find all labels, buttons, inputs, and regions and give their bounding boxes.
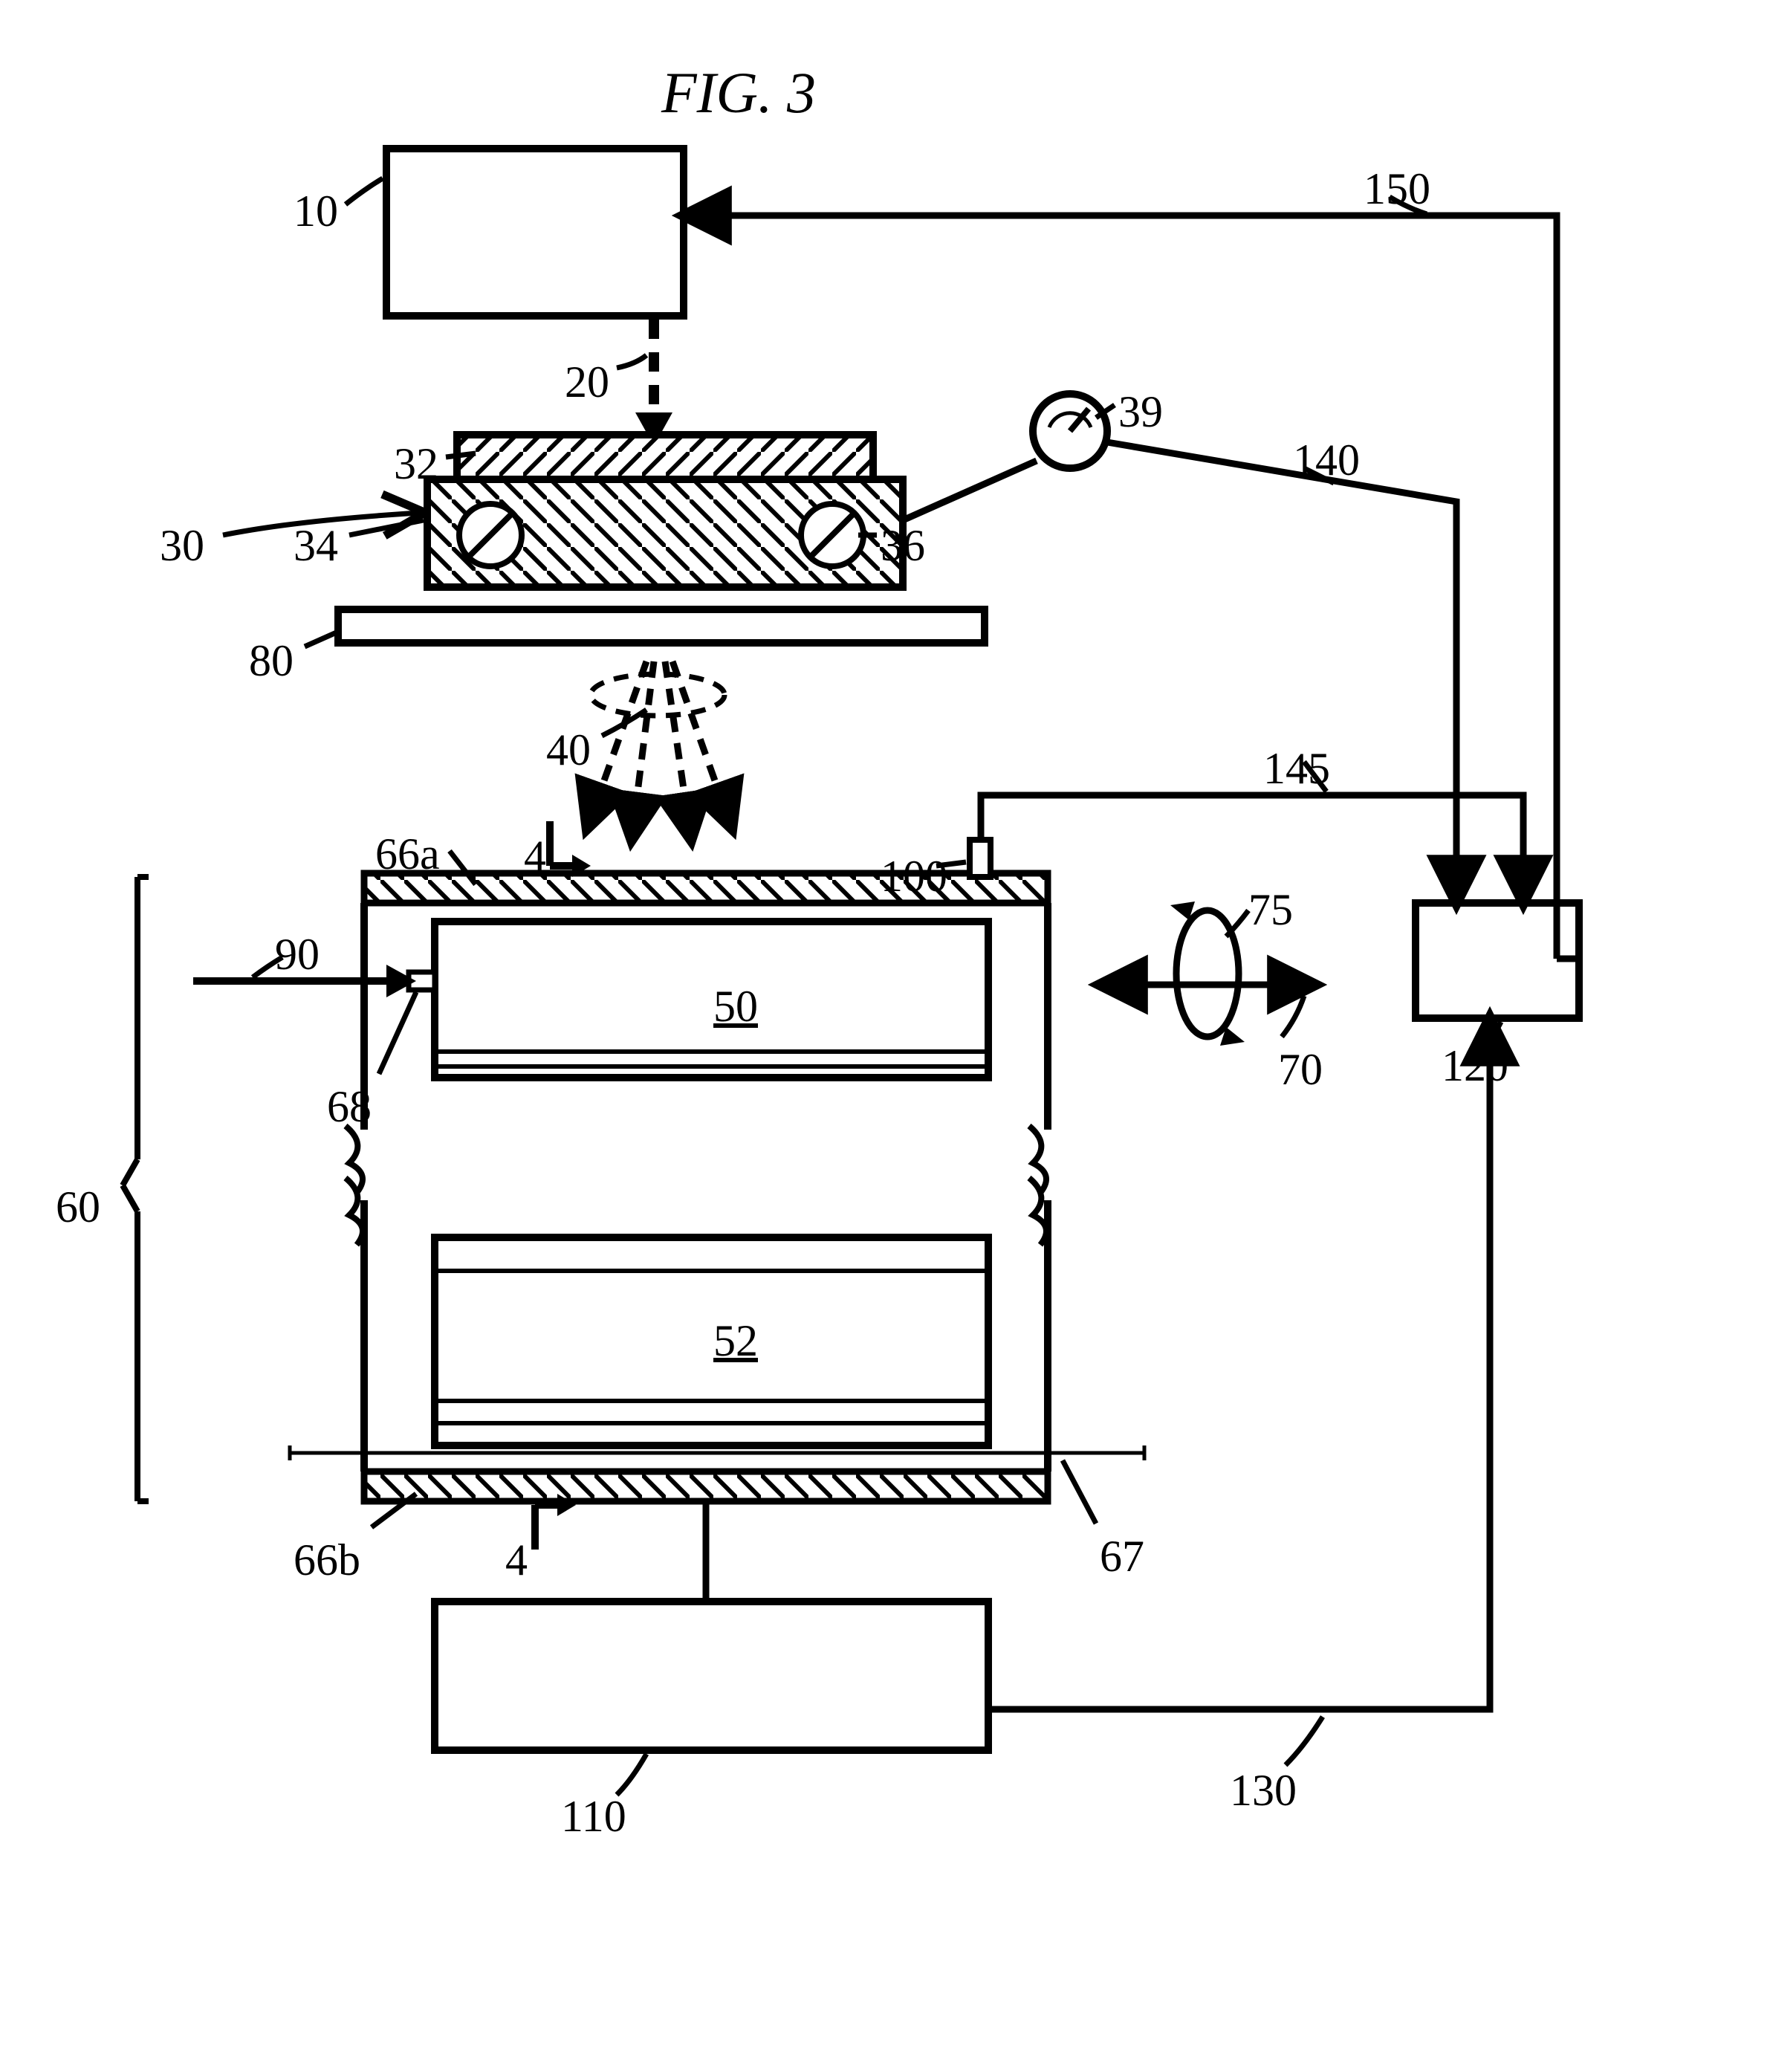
label-110: 110 bbox=[561, 1791, 626, 1842]
leader-32 bbox=[446, 453, 476, 457]
label-120: 120 bbox=[1442, 1040, 1508, 1092]
label-67: 67 bbox=[1100, 1531, 1144, 1582]
wire-140 bbox=[1107, 442, 1456, 903]
plate-80 bbox=[338, 609, 985, 643]
assembly-30 bbox=[427, 435, 903, 587]
label-60: 60 bbox=[56, 1182, 100, 1233]
label-75: 75 bbox=[1248, 884, 1293, 936]
leader-110 bbox=[617, 1754, 646, 1795]
leader-80 bbox=[305, 632, 338, 647]
label-4a: 4 bbox=[524, 831, 546, 882]
label-40: 40 bbox=[546, 725, 591, 776]
label-30: 30 bbox=[160, 520, 204, 572]
label-150: 150 bbox=[1364, 164, 1430, 215]
figure-diagram bbox=[0, 0, 1770, 2072]
leader-20 bbox=[617, 355, 646, 368]
label-130: 130 bbox=[1230, 1765, 1297, 1816]
section-4-bottom bbox=[535, 1494, 576, 1550]
section-4-top bbox=[550, 821, 591, 877]
sensor-100 bbox=[970, 840, 991, 877]
leader-67 bbox=[1063, 1460, 1096, 1524]
label-39: 39 bbox=[1118, 386, 1163, 438]
leader-70 bbox=[1282, 996, 1304, 1037]
label-145: 145 bbox=[1263, 743, 1330, 794]
bracket-60 bbox=[123, 877, 149, 1501]
leader-130 bbox=[1286, 1717, 1323, 1765]
label-140: 140 bbox=[1293, 435, 1360, 486]
wire-130 bbox=[988, 1018, 1490, 1709]
label-4b: 4 bbox=[505, 1535, 528, 1586]
label-90: 90 bbox=[275, 929, 320, 980]
label-68: 68 bbox=[327, 1081, 372, 1133]
label-34: 34 bbox=[294, 520, 338, 572]
label-50: 50 bbox=[713, 981, 758, 1032]
box-110 bbox=[435, 1602, 988, 1750]
label-66a: 66a bbox=[375, 829, 440, 880]
label-70: 70 bbox=[1278, 1044, 1323, 1095]
leader-68 bbox=[379, 992, 416, 1074]
label-80: 80 bbox=[249, 635, 294, 687]
label-52: 52 bbox=[713, 1315, 758, 1367]
label-36: 36 bbox=[881, 520, 925, 572]
leader-10 bbox=[346, 178, 383, 204]
leader-34 bbox=[349, 520, 424, 535]
box-10 bbox=[386, 149, 684, 316]
label-10: 10 bbox=[294, 186, 338, 237]
gauge-39 bbox=[1033, 394, 1107, 468]
wire-39 bbox=[903, 461, 1037, 520]
label-66b: 66b bbox=[294, 1535, 360, 1586]
chamber-top bbox=[346, 873, 1048, 1193]
arrow-20 bbox=[635, 320, 672, 446]
label-20: 20 bbox=[565, 357, 609, 408]
figure-title: FIG. 3 bbox=[661, 59, 816, 126]
spray-40 bbox=[587, 661, 732, 840]
label-32: 32 bbox=[394, 438, 438, 490]
label-100: 100 bbox=[881, 851, 947, 902]
